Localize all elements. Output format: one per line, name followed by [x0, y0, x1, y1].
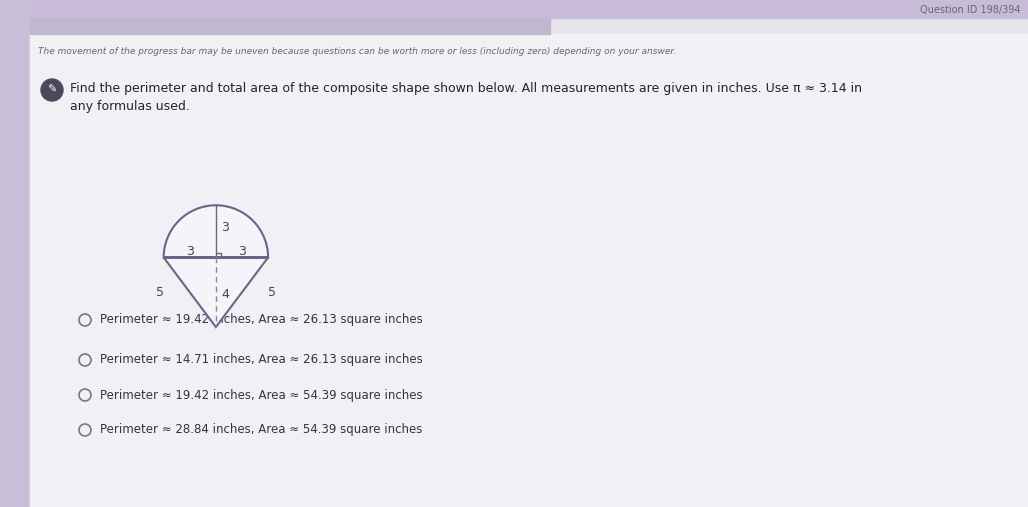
- Text: 5: 5: [267, 286, 276, 299]
- Polygon shape: [163, 205, 268, 327]
- Text: any formulas used.: any formulas used.: [70, 100, 190, 113]
- FancyBboxPatch shape: [30, 0, 1028, 18]
- Text: Perimeter ≈ 28.84 inches, Area ≈ 54.39 square inches: Perimeter ≈ 28.84 inches, Area ≈ 54.39 s…: [100, 423, 423, 437]
- FancyBboxPatch shape: [30, 34, 1028, 507]
- Text: Question ID 198/394: Question ID 198/394: [919, 5, 1020, 15]
- Text: 3: 3: [186, 245, 193, 258]
- Text: 4: 4: [221, 287, 229, 301]
- Text: 5: 5: [156, 286, 164, 299]
- Text: The movement of the progress bar may be uneven because questions can be worth mo: The movement of the progress bar may be …: [38, 48, 676, 56]
- Text: 3: 3: [221, 222, 228, 234]
- Text: 3: 3: [238, 245, 246, 258]
- Text: ✎: ✎: [47, 85, 57, 95]
- FancyBboxPatch shape: [30, 34, 1028, 507]
- FancyBboxPatch shape: [30, 18, 550, 34]
- Text: Perimeter ≈ 19.42 inches, Area ≈ 26.13 square inches: Perimeter ≈ 19.42 inches, Area ≈ 26.13 s…: [100, 313, 423, 327]
- Text: Perimeter ≈ 14.71 inches, Area ≈ 26.13 square inches: Perimeter ≈ 14.71 inches, Area ≈ 26.13 s…: [100, 353, 423, 367]
- FancyBboxPatch shape: [0, 0, 30, 507]
- Text: Find the perimeter and total area of the composite shape shown below. All measur: Find the perimeter and total area of the…: [70, 82, 862, 95]
- Circle shape: [41, 79, 63, 101]
- Text: Perimeter ≈ 19.42 inches, Area ≈ 54.39 square inches: Perimeter ≈ 19.42 inches, Area ≈ 54.39 s…: [100, 388, 423, 402]
